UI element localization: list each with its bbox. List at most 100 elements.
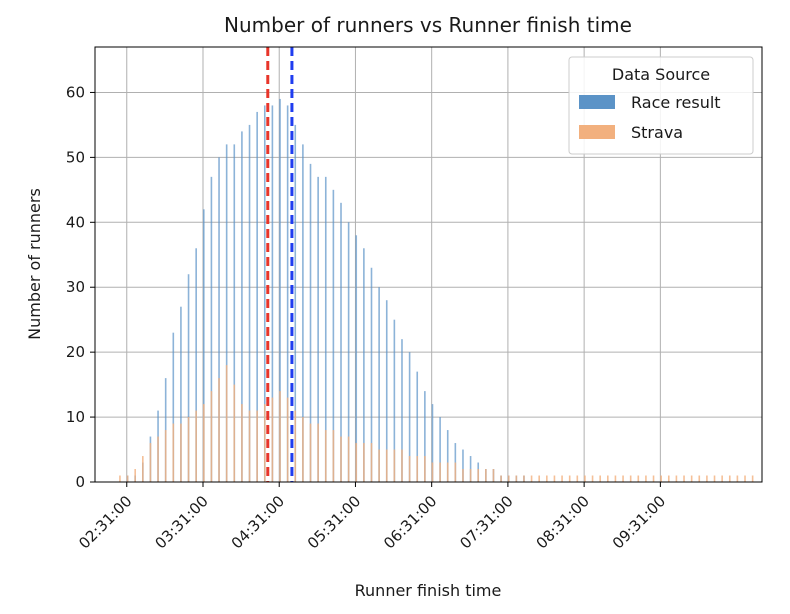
x-tick-label: 03:31:00 bbox=[151, 492, 211, 552]
bar bbox=[180, 306, 182, 482]
x-tick-label: 09:31:00 bbox=[609, 492, 669, 552]
legend-label-strava: Strava bbox=[631, 123, 683, 142]
bar bbox=[187, 274, 190, 482]
bar bbox=[355, 235, 358, 482]
bar bbox=[256, 410, 258, 482]
bar bbox=[210, 391, 213, 482]
bar bbox=[652, 475, 655, 482]
bar bbox=[340, 436, 342, 482]
bar bbox=[492, 469, 495, 482]
bar bbox=[347, 222, 350, 482]
bar bbox=[645, 475, 647, 482]
bar bbox=[439, 417, 441, 482]
bar bbox=[454, 462, 457, 482]
y-axis-label: Number of runners bbox=[25, 188, 44, 340]
y-tick-label: 50 bbox=[66, 148, 85, 166]
bar bbox=[393, 449, 396, 482]
bar bbox=[568, 475, 571, 482]
legend-swatch-strava bbox=[579, 125, 615, 139]
bar bbox=[408, 456, 411, 482]
bar bbox=[370, 443, 373, 482]
y-axis-ticks: 0 10 20 30 40 50 60 bbox=[66, 83, 95, 491]
bar bbox=[523, 475, 525, 482]
bar bbox=[538, 475, 541, 482]
x-tick-label: 04:31:00 bbox=[228, 492, 288, 552]
y-tick-label: 30 bbox=[66, 278, 85, 296]
bar bbox=[225, 144, 228, 482]
bar bbox=[408, 352, 411, 482]
bar bbox=[256, 111, 258, 482]
bar bbox=[637, 475, 640, 482]
bar bbox=[279, 391, 281, 482]
bar bbox=[439, 462, 441, 482]
bar bbox=[416, 456, 419, 482]
bar bbox=[477, 469, 480, 482]
chart-title: Number of runners vs Runner finish time bbox=[224, 13, 632, 37]
bar bbox=[614, 475, 617, 482]
bar bbox=[263, 105, 266, 483]
bar bbox=[286, 397, 289, 482]
bar bbox=[279, 98, 281, 482]
bar bbox=[202, 209, 205, 483]
bar bbox=[263, 404, 266, 482]
legend-label-race-result: Race result bbox=[631, 93, 721, 112]
bar bbox=[218, 157, 220, 482]
legend: Data Source Race result Strava bbox=[568, 56, 754, 155]
bar bbox=[446, 462, 449, 482]
bar bbox=[210, 176, 213, 482]
bar bbox=[370, 267, 373, 482]
bar bbox=[690, 475, 693, 482]
x-tick-label: 08:31:00 bbox=[533, 492, 593, 552]
bar bbox=[446, 430, 449, 482]
x-tick-label: 05:31:00 bbox=[304, 492, 364, 552]
bar bbox=[294, 124, 297, 482]
grid-lines bbox=[95, 47, 762, 483]
x-tick-label: 07:31:00 bbox=[456, 492, 516, 552]
bar bbox=[416, 371, 419, 482]
bar bbox=[576, 475, 579, 482]
bar bbox=[751, 475, 754, 482]
bar bbox=[683, 475, 685, 482]
x-tick-label: 06:31:00 bbox=[380, 492, 440, 552]
race-result-bars bbox=[126, 98, 525, 483]
bar bbox=[134, 469, 136, 482]
bar bbox=[332, 430, 335, 482]
bar bbox=[462, 449, 464, 482]
bar bbox=[363, 248, 365, 482]
bar bbox=[736, 475, 739, 482]
bar bbox=[309, 163, 312, 483]
bar bbox=[424, 391, 426, 482]
mean-lines bbox=[266, 47, 294, 482]
bar bbox=[721, 475, 723, 482]
bar bbox=[271, 105, 274, 483]
bar bbox=[324, 430, 327, 482]
bar bbox=[378, 449, 380, 482]
bar bbox=[317, 176, 319, 482]
bar bbox=[401, 339, 403, 482]
y-tick-label: 20 bbox=[66, 343, 85, 361]
y-tick-label: 0 bbox=[75, 473, 85, 491]
bar bbox=[187, 417, 190, 482]
bar bbox=[424, 456, 426, 482]
bar bbox=[385, 449, 388, 482]
bar bbox=[149, 443, 152, 482]
bar bbox=[431, 462, 434, 482]
y-tick-label: 10 bbox=[66, 408, 85, 426]
bar bbox=[172, 423, 175, 482]
x-axis-ticks: 02:31:00 03:31:00 04:31:00 05:31:00 06:31:00… bbox=[75, 482, 669, 552]
bar bbox=[675, 475, 678, 482]
bar bbox=[401, 449, 403, 482]
bar bbox=[584, 475, 586, 482]
bar bbox=[309, 423, 312, 482]
bar bbox=[225, 365, 228, 482]
bar bbox=[728, 475, 731, 482]
bar bbox=[629, 475, 632, 482]
bar bbox=[363, 443, 365, 482]
bar bbox=[248, 124, 251, 482]
bar bbox=[546, 475, 548, 482]
bar bbox=[591, 475, 594, 482]
bar bbox=[385, 300, 388, 482]
bar bbox=[378, 287, 380, 482]
bar bbox=[500, 475, 502, 482]
bar bbox=[485, 469, 487, 482]
